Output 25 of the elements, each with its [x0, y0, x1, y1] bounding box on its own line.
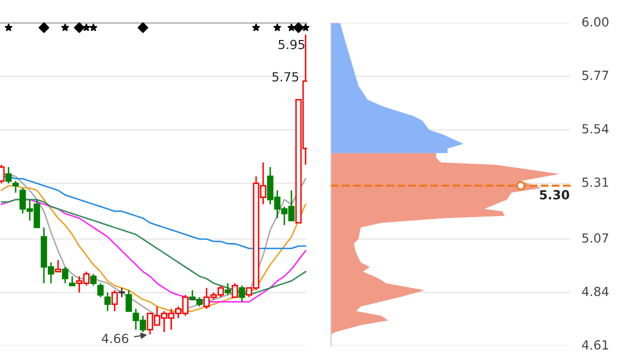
candlestick	[54, 259, 62, 272]
candlestick	[62, 266, 68, 284]
candlestick	[97, 282, 104, 298]
y-tick-label: 5.54	[582, 124, 609, 134]
candlestick	[90, 273, 97, 286]
y-tick-label: 5.07	[582, 233, 608, 243]
annotation: 5.95	[278, 40, 304, 50]
candlestick	[104, 292, 111, 312]
candlestick	[224, 282, 231, 296]
candlestick	[111, 290, 118, 312]
candlestick	[238, 284, 246, 303]
ref-line-label: 5.30	[540, 190, 570, 200]
y-tick-label: 4.61	[582, 340, 608, 350]
candlestick	[232, 282, 238, 298]
candlestick	[12, 180, 19, 194]
y-tick-label: 5.31	[582, 178, 608, 187]
y-tick-label: 4.84	[582, 286, 609, 296]
candlestick	[5, 166, 12, 184]
candlestick	[118, 287, 125, 298]
y-tick-label: 5.77	[582, 70, 608, 80]
annotation: 4.66	[102, 334, 128, 344]
candlestick	[126, 290, 132, 312]
annotation: 5.75	[272, 72, 298, 82]
y-tick-label: 6.00	[582, 17, 608, 27]
candlestick	[69, 276, 76, 286]
